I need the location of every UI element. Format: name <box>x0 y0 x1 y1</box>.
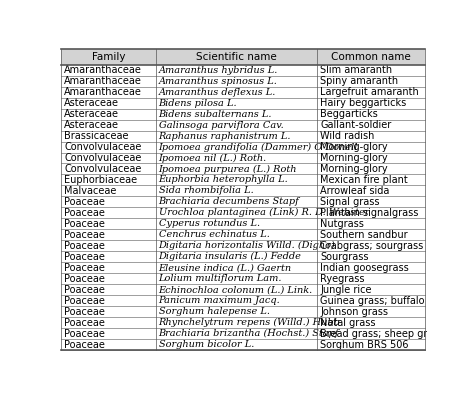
Text: Malvaceae: Malvaceae <box>64 186 117 196</box>
Text: Scientific name: Scientific name <box>196 52 277 62</box>
Text: Crabgrass; sourgrass: Crabgrass; sourgrass <box>320 241 424 251</box>
Text: Brassicaceae: Brassicaceae <box>64 131 128 141</box>
Text: Convolvulaceae: Convolvulaceae <box>64 142 141 152</box>
Text: Euphorbia heterophylla L.: Euphorbia heterophylla L. <box>159 175 288 184</box>
Bar <box>61 49 425 65</box>
Text: Sorghum bicolor L.: Sorghum bicolor L. <box>159 340 254 349</box>
Text: Sida rhombifolia L.: Sida rhombifolia L. <box>159 186 253 196</box>
Text: Amaranthaceae: Amaranthaceae <box>64 87 142 97</box>
Text: Bidens subalternans L.: Bidens subalternans L. <box>159 110 272 118</box>
Text: Common name: Common name <box>331 52 411 62</box>
Text: Convolvulaceae: Convolvulaceae <box>64 164 141 174</box>
Text: Ipomoea grandifolia (Dammer) O’Donell: Ipomoea grandifolia (Dammer) O’Donell <box>159 143 358 152</box>
Text: Morning-glory: Morning-glory <box>320 142 388 152</box>
Text: Family: Family <box>91 52 125 62</box>
Text: Johnson grass: Johnson grass <box>320 307 388 317</box>
Text: Poaceae: Poaceae <box>64 318 105 327</box>
Text: Amaranthus deflexus L.: Amaranthus deflexus L. <box>159 88 276 97</box>
Text: Amaranthus spinosus L.: Amaranthus spinosus L. <box>159 77 277 86</box>
Text: Arrowleaf sida: Arrowleaf sida <box>320 186 390 196</box>
Text: Echinochloa colonum (L.) Link.: Echinochloa colonum (L.) Link. <box>159 285 313 294</box>
Text: Urochloa plantaginea (Link) R. D. Webster: Urochloa plantaginea (Link) R. D. Webste… <box>159 208 369 217</box>
Text: Poaceae: Poaceae <box>64 307 105 317</box>
Text: Poaceae: Poaceae <box>64 285 105 295</box>
Text: Poaceae: Poaceae <box>64 340 105 350</box>
Text: Morning-glory: Morning-glory <box>320 153 388 163</box>
Text: Galinsoga parviflora Cav.: Galinsoga parviflora Cav. <box>159 120 283 130</box>
Text: Guinea grass; buffalo grass: Guinea grass; buffalo grass <box>320 295 455 306</box>
Text: Signal grass: Signal grass <box>320 197 380 207</box>
Text: Gallant-soldier: Gallant-soldier <box>320 120 392 130</box>
Text: Digitaria horizontalis Willd. (Digho): Digitaria horizontalis Willd. (Digho) <box>159 241 335 250</box>
Text: Poaceae: Poaceae <box>64 295 105 306</box>
Text: Bread grass; sheep grass: Bread grass; sheep grass <box>320 329 444 339</box>
Text: Poaceae: Poaceae <box>64 252 105 262</box>
Text: Morning-glory: Morning-glory <box>320 164 388 174</box>
Text: Wild radish: Wild radish <box>320 131 375 141</box>
Text: Raphanus raphanistrum L.: Raphanus raphanistrum L. <box>159 132 291 141</box>
Text: Ipomoea nil (L.) Roth.: Ipomoea nil (L.) Roth. <box>159 153 267 163</box>
Text: Amaranthaceae: Amaranthaceae <box>64 65 142 75</box>
Text: Panicum maximum Jacq.: Panicum maximum Jacq. <box>159 296 280 305</box>
Text: Cyperus rotundus L.: Cyperus rotundus L. <box>159 219 260 228</box>
Text: Lolium multiflorum Lam.: Lolium multiflorum Lam. <box>159 274 282 283</box>
Text: Eleusine indica (L.) Gaertn: Eleusine indica (L.) Gaertn <box>159 263 292 272</box>
Text: Sorghum BRS 506: Sorghum BRS 506 <box>320 340 409 350</box>
Text: Asteraceae: Asteraceae <box>64 120 119 130</box>
Text: Beggarticks: Beggarticks <box>320 109 378 119</box>
Text: Digitaria insularis (L.) Fedde: Digitaria insularis (L.) Fedde <box>159 252 301 261</box>
Text: Indian goosegrass: Indian goosegrass <box>320 263 409 273</box>
Text: Asteraceae: Asteraceae <box>64 98 119 108</box>
Text: Poaceae: Poaceae <box>64 241 105 251</box>
Text: Slim amaranth: Slim amaranth <box>320 65 392 75</box>
Text: Convolvulaceae: Convolvulaceae <box>64 153 141 163</box>
Text: Rhynchelytrum repens (Willd.) Hubb: Rhynchelytrum repens (Willd.) Hubb <box>159 318 340 327</box>
Text: Poaceae: Poaceae <box>64 197 105 207</box>
Text: Poaceae: Poaceae <box>64 263 105 273</box>
Text: Ryegrass: Ryegrass <box>320 274 365 284</box>
Text: Amaranthaceae: Amaranthaceae <box>64 76 142 86</box>
Text: Amaranthus hybridus L.: Amaranthus hybridus L. <box>159 66 278 75</box>
Text: Brachiaria decumbens Stapf: Brachiaria decumbens Stapf <box>159 198 300 207</box>
Text: Hairy beggarticks: Hairy beggarticks <box>320 98 407 108</box>
Text: Poaceae: Poaceae <box>64 329 105 339</box>
Text: Brachiaria brizantha (Hochst.) Stapf: Brachiaria brizantha (Hochst.) Stapf <box>159 329 339 338</box>
Text: Poaceae: Poaceae <box>64 208 105 218</box>
Text: Sorghum halepense L.: Sorghum halepense L. <box>159 307 270 316</box>
Text: Spiny amaranth: Spiny amaranth <box>320 76 399 86</box>
Text: Bidens pilosa L.: Bidens pilosa L. <box>159 99 237 108</box>
Text: Euphorbiaceae: Euphorbiaceae <box>64 175 137 185</box>
Text: Poaceae: Poaceae <box>64 274 105 284</box>
Text: Poaceae: Poaceae <box>64 230 105 240</box>
Text: Sourgrass: Sourgrass <box>320 252 369 262</box>
Text: Jungle rice: Jungle rice <box>320 285 372 295</box>
Text: Largefruit amaranth: Largefruit amaranth <box>320 87 419 97</box>
Text: Ipomoea purpurea (L.) Roth: Ipomoea purpurea (L.) Roth <box>159 164 297 173</box>
Text: Plantain signalgrass: Plantain signalgrass <box>320 208 419 218</box>
Text: Mexican fire plant: Mexican fire plant <box>320 175 408 185</box>
Text: Southern sandbur: Southern sandbur <box>320 230 408 240</box>
Text: Nutgrass: Nutgrass <box>320 219 365 229</box>
Text: Natal grass: Natal grass <box>320 318 376 327</box>
Text: Cenchrus echinatus L.: Cenchrus echinatus L. <box>159 230 269 239</box>
Text: Asteraceae: Asteraceae <box>64 109 119 119</box>
Text: Poaceae: Poaceae <box>64 219 105 229</box>
